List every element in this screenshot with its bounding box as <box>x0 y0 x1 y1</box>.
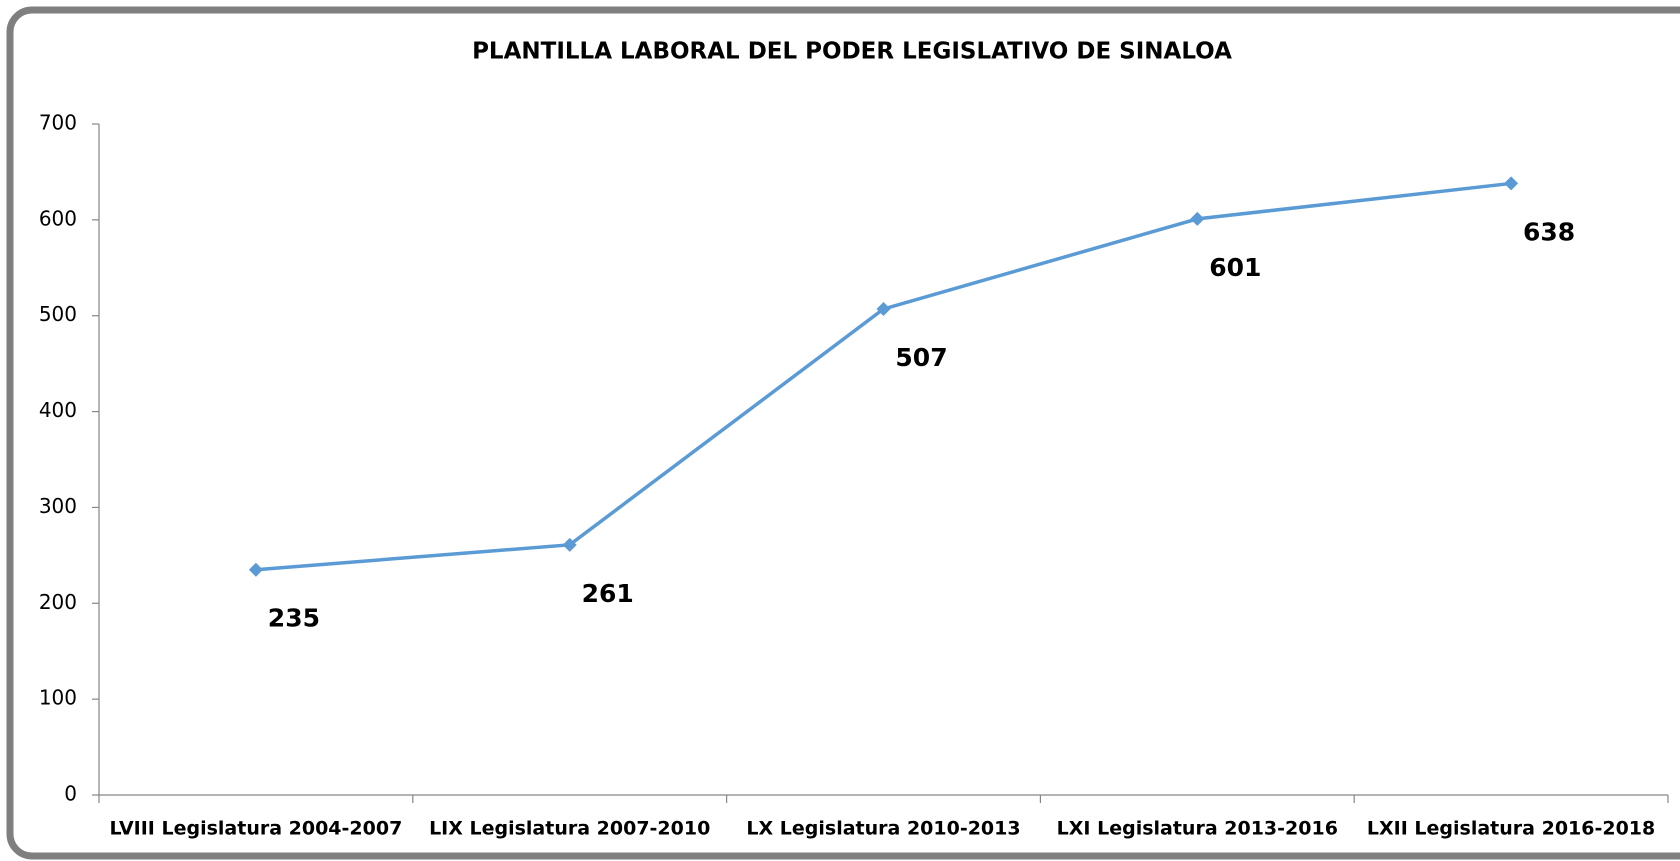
marker <box>876 302 891 317</box>
data-label: 507 <box>895 343 947 372</box>
x-tick-label: LIX Legislatura 2007-2010 <box>429 818 710 840</box>
y-tick-label: 100 <box>39 686 77 710</box>
y-tick-label: 0 <box>64 782 77 806</box>
marker <box>1190 211 1205 226</box>
y-tick-label: 400 <box>39 398 77 422</box>
x-tick-label: LX Legislatura 2010-2013 <box>746 818 1020 840</box>
chart-frame <box>6 6 1680 860</box>
marker <box>248 562 263 577</box>
data-label: 601 <box>1209 253 1261 282</box>
marker <box>562 537 577 552</box>
y-tick-label: 300 <box>39 494 77 518</box>
data-label: 638 <box>1523 217 1575 246</box>
y-tick-label: 200 <box>39 590 77 614</box>
data-label: 235 <box>268 604 320 633</box>
y-tick-label: 500 <box>39 302 77 326</box>
x-tick-label: LXII Legislatura 2016-2018 <box>1367 818 1655 840</box>
y-tick-label: 700 <box>39 111 77 135</box>
marker <box>1504 176 1519 191</box>
y-tick-label: 600 <box>39 206 77 230</box>
x-tick-label: LVIII Legislatura 2004-2007 <box>109 818 402 840</box>
data-label: 261 <box>582 579 634 608</box>
chart-title: PLANTILLA LABORAL DEL PODER LEGISLATIVO … <box>472 39 1232 65</box>
x-tick-label: LXI Legislatura 2013-2016 <box>1057 818 1338 840</box>
